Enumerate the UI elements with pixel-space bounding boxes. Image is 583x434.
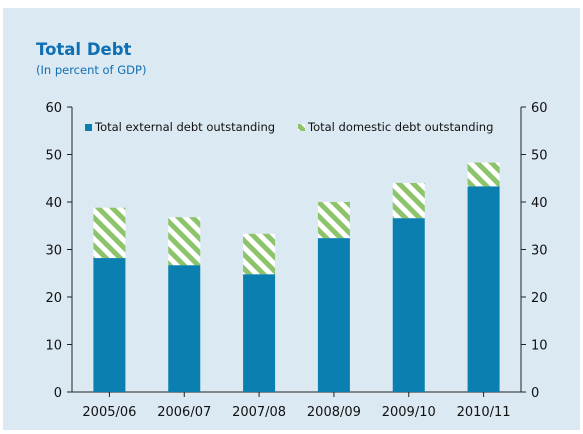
bar-domestic-debt [168,217,201,266]
legend-label-external: Total external debt outstanding [94,120,275,134]
bar-domestic-debt [93,207,126,259]
bar-domestic-debt [392,183,425,219]
x-tick-label: 2010/11 [457,405,511,420]
bar-external-debt [317,238,350,392]
x-tick-label: 2005/06 [82,405,136,420]
x-tick-label: 2006/07 [157,405,211,420]
y-tick-label-left: 50 [45,149,62,164]
bar-domestic-debt [243,233,276,275]
y-tick-label-left: 60 [45,101,62,116]
bar-domestic-debt [317,202,350,239]
bar-external-debt [243,274,276,392]
x-tick-label: 2009/10 [382,405,436,420]
y-tick-label-right: 50 [531,149,548,164]
legend-swatch-external [85,124,92,131]
bar-external-debt [168,265,201,392]
y-tick-label-right: 30 [531,244,548,259]
y-tick-label-right: 20 [531,291,548,306]
bar-domestic-debt [467,162,500,187]
y-tick-label-right: 10 [531,339,548,354]
y-tick-label-right: 60 [531,101,548,116]
y-tick-label-left: 30 [45,244,62,259]
legend-swatch-domestic [298,124,305,131]
y-tick-label-right: 40 [531,196,548,211]
chart-subtitle: (In percent of GDP) [36,63,147,77]
y-tick-label-left: 20 [45,291,62,306]
legend-label-domestic: Total domestic debt outstanding [307,120,493,134]
y-tick-label-left: 40 [45,196,62,211]
x-tick-label: 2008/09 [307,405,361,420]
x-tick-label: 2007/08 [232,405,286,420]
bar-external-debt [392,218,425,392]
chart-title: Total Debt [36,40,132,59]
y-tick-label-left: 0 [54,386,62,401]
bar-external-debt [93,258,126,392]
y-tick-label-left: 10 [45,339,62,354]
y-tick-label-right: 0 [531,386,539,401]
bar-external-debt [467,186,500,392]
